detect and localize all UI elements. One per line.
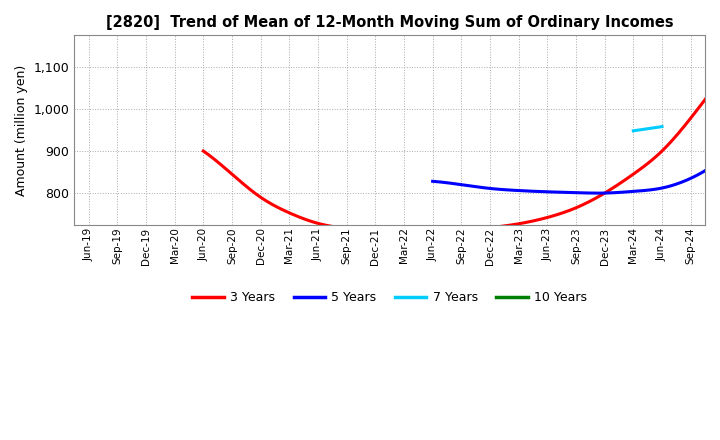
Y-axis label: Amount (million yen): Amount (million yen) xyxy=(15,64,28,196)
Title: [2820]  Trend of Mean of 12-Month Moving Sum of Ordinary Incomes: [2820] Trend of Mean of 12-Month Moving … xyxy=(106,15,673,30)
Legend: 3 Years, 5 Years, 7 Years, 10 Years: 3 Years, 5 Years, 7 Years, 10 Years xyxy=(187,286,592,309)
